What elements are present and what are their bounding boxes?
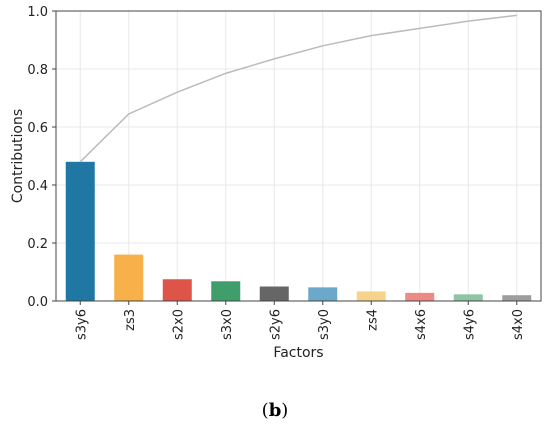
bar-zs3 [114, 254, 144, 301]
x-axis-label: Factors [273, 345, 323, 361]
y-tick-label: 0.6 [27, 121, 48, 136]
contributions-chart: 0.00.20.40.60.81.0 s3y6 zs3 s2x0 s3x0 s2y6 s3… [10, 5, 542, 361]
y-tick-label: 0.4 [27, 179, 48, 194]
y-tick-label: 0.0 [27, 295, 48, 310]
bars [65, 161, 532, 301]
y-axis-label: Contributions [10, 109, 26, 203]
bar-s2x0 [162, 279, 192, 301]
y-tick-label: 0.8 [27, 63, 48, 78]
x-ticks: s3y6 zs3 s2x0 s3x0 s2y6 s3y0 zs4 s4x6 s4y6 s4x0 [74, 301, 526, 340]
x-tick-label-s4x0: s4x0 [511, 309, 526, 340]
caption-open: ( [261, 400, 269, 421]
x-tick-label-s3x0: s3x0 [220, 309, 235, 340]
x-tick-label-zs3: zs3 [123, 309, 138, 331]
x-tick-label-s4x6: s4x6 [414, 309, 429, 340]
bar-s4y6 [453, 294, 483, 301]
caption-close: ) [281, 400, 289, 421]
grid [56, 11, 541, 301]
bar-s3x0 [211, 281, 241, 301]
plot-frame [55, 10, 542, 302]
figure-caption: (b) [0, 400, 550, 421]
y-tick-label: 0.2 [27, 237, 48, 252]
y-ticks: 0.0 0.2 0.4 0.6 0.8 1.0 [27, 5, 56, 310]
x-tick-label-s2x0: s2x0 [171, 309, 186, 340]
bar-s3y6 [65, 161, 95, 301]
x-tick-label-s3y6: s3y6 [74, 309, 89, 340]
x-tick-label-s2y6: s2y6 [268, 309, 283, 340]
caption-letter: b [268, 400, 282, 421]
x-tick-label-s4y6: s4y6 [462, 309, 477, 340]
x-tick-label-s3y0: s3y0 [317, 309, 332, 340]
bar-zs4 [356, 291, 386, 301]
y-tick-label: 1.0 [27, 5, 48, 20]
bar-s2y6 [259, 286, 289, 301]
bar-s3y0 [308, 287, 338, 301]
bar-s4x0 [502, 295, 532, 301]
cumulative-line [79, 14, 517, 163]
bar-s4x6 [405, 292, 435, 301]
x-tick-label-zs4: zs4 [365, 309, 380, 331]
